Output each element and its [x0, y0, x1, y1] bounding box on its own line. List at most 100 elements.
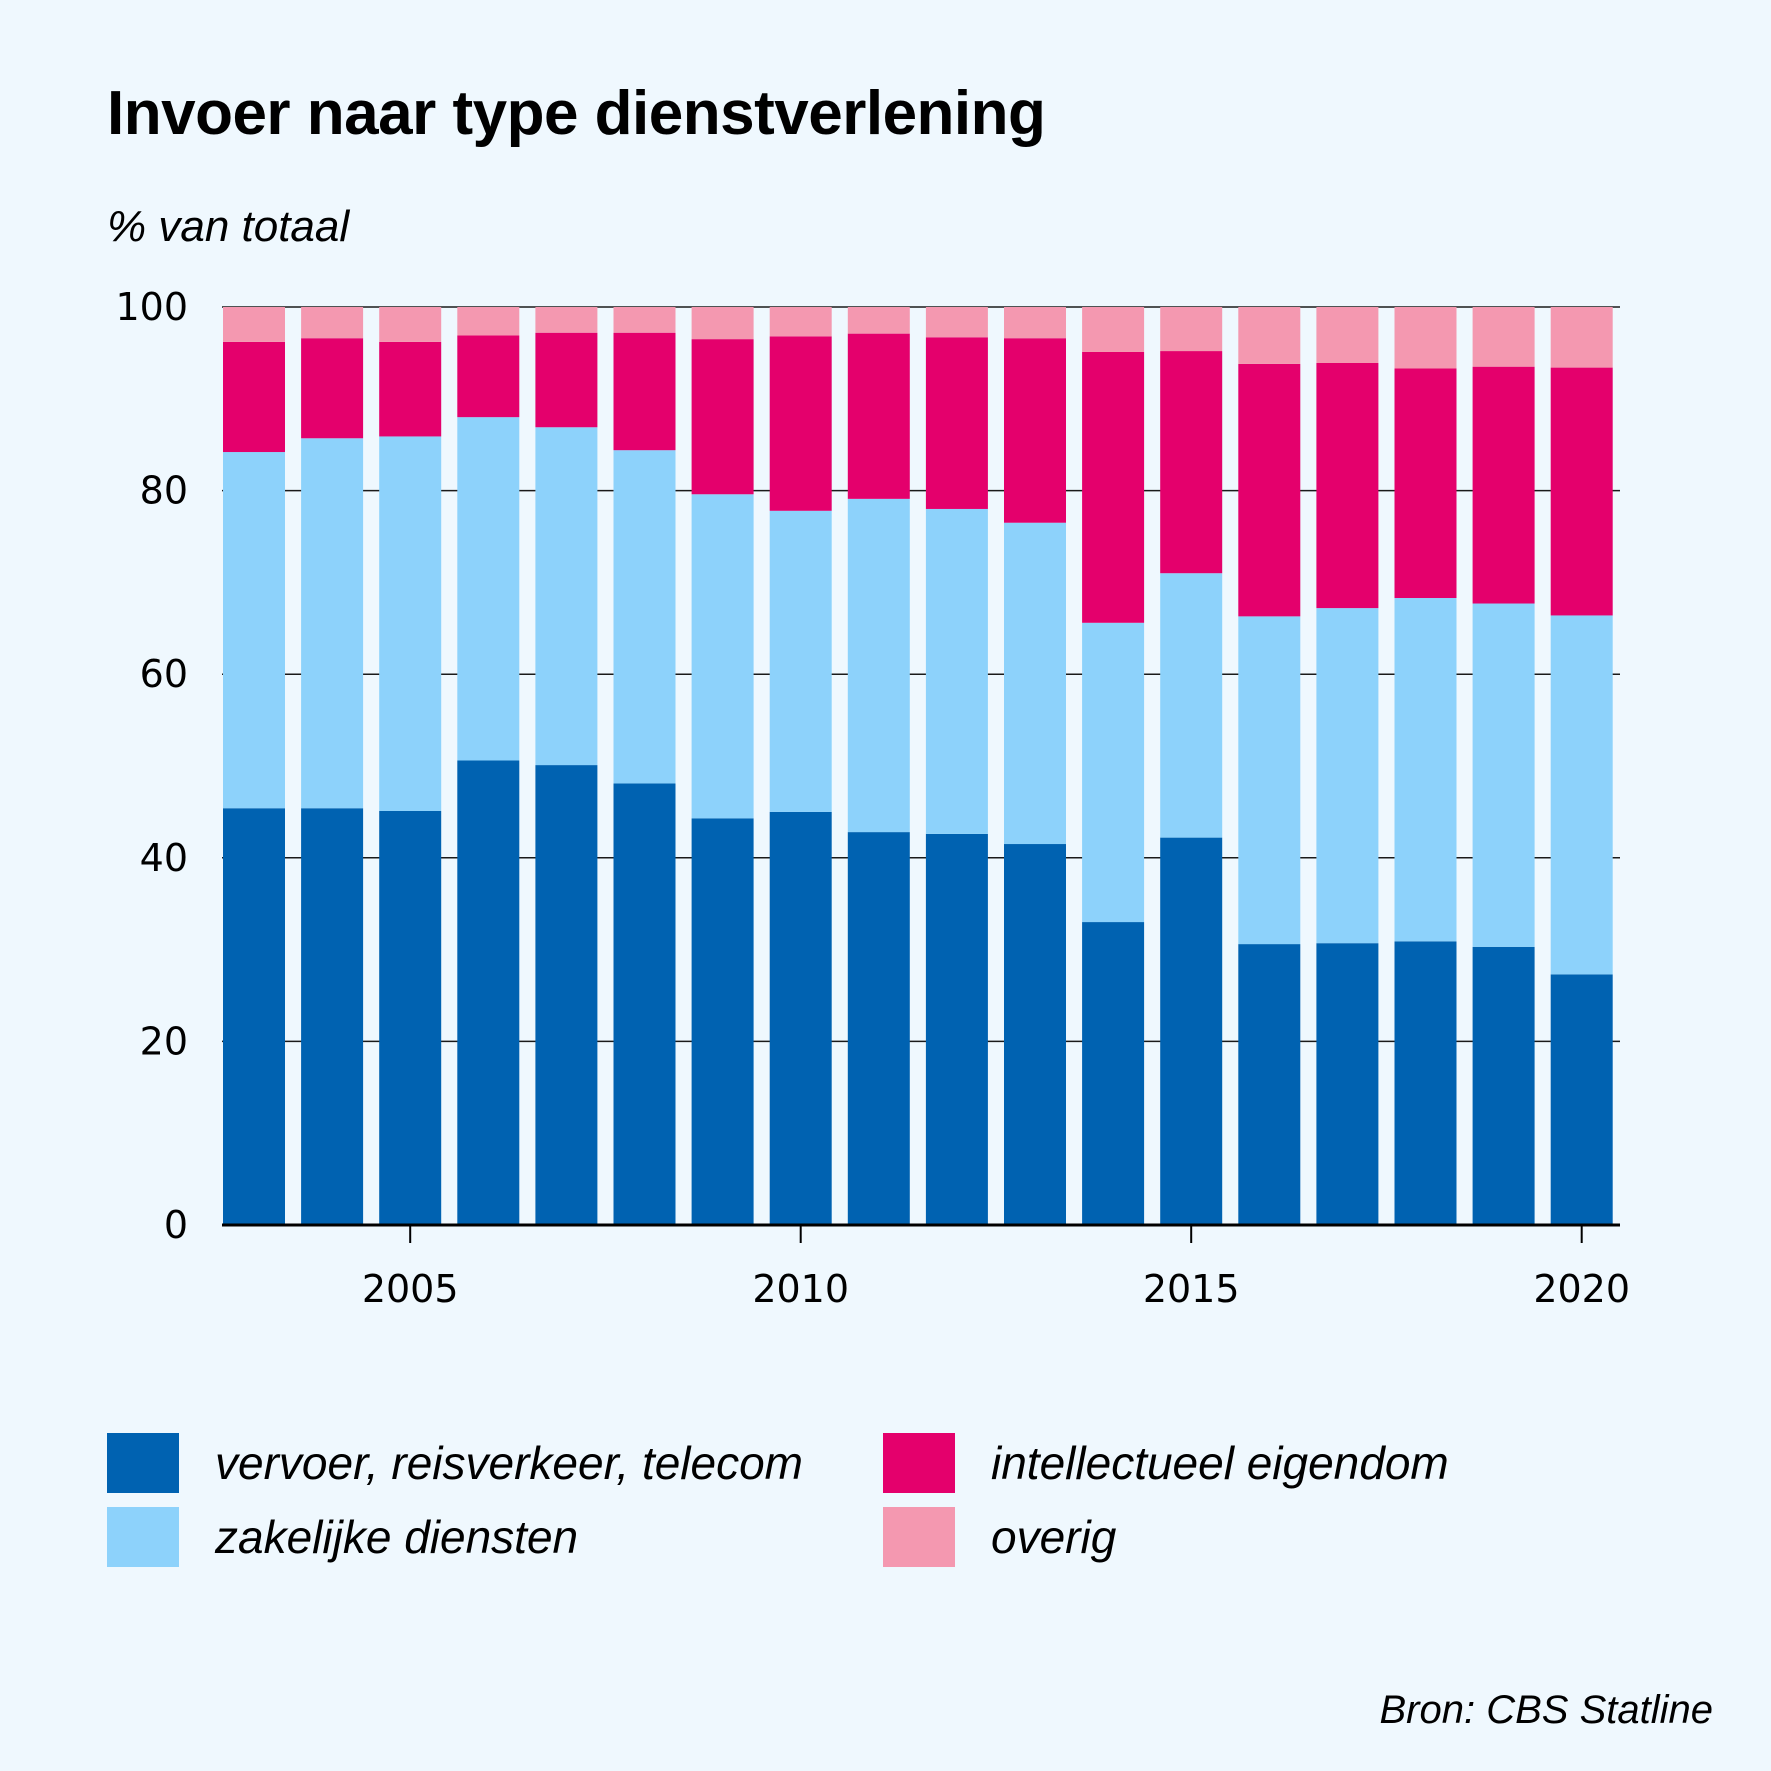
gridlines	[222, 306, 1620, 1043]
bar-2020-series-2	[1550, 367, 1613, 616]
bar-2016-series-1	[1238, 616, 1301, 945]
x-tick-label-2020: 2020	[1533, 1267, 1630, 1311]
bar-2020-series-1	[1550, 615, 1613, 975]
bar-2008-series-2	[613, 332, 676, 451]
bar-2016-series-2	[1238, 363, 1301, 617]
x-tick-label-2010: 2010	[752, 1267, 849, 1311]
bar-2017-series-1	[1316, 608, 1379, 944]
bar-2006-series-0	[457, 760, 520, 1225]
bar-2015-series-2	[1160, 351, 1223, 574]
y-tick-label-20: 20	[140, 1019, 188, 1063]
bar-2005-series-0	[379, 810, 442, 1225]
bar-2013-series-0	[1004, 844, 1066, 1225]
x-tick-label-2015: 2015	[1143, 1267, 1240, 1311]
legend-swatch-vervoer	[107, 1433, 179, 1493]
bar-2014-series-1	[1082, 622, 1145, 923]
bar-2019-series-1	[1472, 603, 1535, 947]
bar-2013-series-2	[1004, 338, 1066, 523]
bar-2013-series-3	[1004, 307, 1066, 339]
bar-2005-series-1	[379, 436, 442, 811]
bar-2003-series-0	[223, 808, 285, 1225]
legend: vervoer, reisverkeer, telecom intellectu…	[107, 1433, 1707, 1583]
bar-2005-series-2	[379, 341, 442, 437]
bar-2015-series-0	[1160, 837, 1223, 1225]
bar-2012-series-0	[925, 833, 988, 1225]
bar-2016-series-0	[1238, 944, 1301, 1225]
bar-2010-series-3	[769, 307, 832, 337]
y-axis-unit-label: % van totaal	[107, 202, 350, 251]
legend-swatch-intellectueel	[883, 1433, 955, 1493]
bar-2005-series-3	[379, 307, 442, 342]
chart-title: Invoer naar type dienstverlening	[107, 79, 1046, 148]
bar-2012-series-1	[925, 508, 988, 834]
bar-2003-series-2	[223, 341, 285, 453]
bar-2019-series-3	[1472, 307, 1535, 367]
bar-2009-series-0	[691, 818, 754, 1225]
y-tick-label-100: 100	[115, 285, 188, 329]
bar-2009-series-1	[691, 494, 754, 819]
bar-2014-series-3	[1082, 307, 1145, 352]
bar-2020-series-0	[1550, 974, 1613, 1225]
bar-2009-series-3	[691, 307, 754, 340]
bar-2017-series-2	[1316, 362, 1379, 609]
bar-2007-series-1	[535, 427, 598, 766]
bar-2003-series-3	[223, 307, 285, 342]
bar-2006-series-1	[457, 417, 520, 761]
legend-label-intellectueel: intellectueel eigendom	[991, 1437, 1449, 1489]
bar-2007-series-0	[535, 765, 598, 1225]
legend-swatch-zakelijk	[107, 1507, 179, 1567]
bar-2008-series-3	[613, 307, 676, 333]
bar-2009-series-2	[691, 339, 754, 495]
legend-item-vervoer: vervoer, reisverkeer, telecom	[107, 1433, 803, 1493]
bar-2004-series-0	[301, 808, 364, 1225]
bar-2011-series-2	[847, 333, 910, 499]
bar-2015-series-3	[1160, 307, 1223, 352]
legend-swatch-overig	[883, 1507, 955, 1567]
legend-label-zakelijk: zakelijke diensten	[215, 1511, 579, 1563]
y-tick-label-40: 40	[140, 836, 188, 880]
y-tick-label-60: 60	[140, 652, 188, 696]
bar-2012-series-3	[925, 307, 988, 338]
legend-label-overig: overig	[991, 1511, 1117, 1563]
bar-2012-series-2	[925, 337, 988, 509]
bar-2017-series-0	[1316, 943, 1379, 1225]
bar-2015-series-1	[1160, 573, 1223, 838]
bar-2003-series-1	[223, 452, 285, 809]
bar-2014-series-0	[1082, 922, 1145, 1225]
legend-item-overig: overig	[883, 1507, 1116, 1567]
bar-2018-series-2	[1394, 368, 1457, 599]
bar-2004-series-2	[301, 338, 364, 439]
bar-2018-series-1	[1394, 598, 1457, 942]
bar-2019-series-2	[1472, 366, 1535, 604]
bar-2017-series-3	[1316, 307, 1379, 363]
bar-2018-series-0	[1394, 941, 1457, 1225]
bar-2018-series-3	[1394, 307, 1457, 369]
y-tick-label-80: 80	[140, 469, 188, 513]
bar-2011-series-3	[847, 307, 910, 334]
bar-2007-series-2	[535, 332, 598, 428]
bar-2011-series-0	[847, 832, 910, 1225]
bar-2010-series-2	[769, 336, 832, 511]
bar-2004-series-3	[301, 307, 364, 339]
bar-2004-series-1	[301, 438, 364, 809]
bar-2014-series-2	[1082, 351, 1145, 623]
bar-2010-series-1	[769, 510, 832, 812]
axes: 0 20 40 60 80 100 2005 2010 2015 2020	[115, 285, 1630, 1311]
legend-item-intellectueel: intellectueel eigendom	[883, 1433, 1449, 1493]
bar-2011-series-1	[847, 498, 910, 833]
bar-2016-series-3	[1238, 307, 1301, 364]
legend-label-vervoer: vervoer, reisverkeer, telecom	[215, 1437, 804, 1489]
bar-2008-series-0	[613, 783, 676, 1225]
bar-2020-series-3	[1550, 307, 1613, 368]
bar-2006-series-3	[457, 307, 520, 336]
bars	[223, 307, 1613, 1225]
y-tick-label-0: 0	[164, 1203, 188, 1247]
source-note: Bron: CBS Statline	[1379, 1688, 1714, 1732]
bar-2010-series-0	[769, 811, 832, 1225]
bar-2006-series-2	[457, 335, 520, 418]
x-tick-label-2005: 2005	[362, 1267, 459, 1311]
bar-2013-series-1	[1004, 522, 1066, 845]
bar-2019-series-0	[1472, 946, 1535, 1225]
bar-2007-series-3	[535, 307, 598, 333]
